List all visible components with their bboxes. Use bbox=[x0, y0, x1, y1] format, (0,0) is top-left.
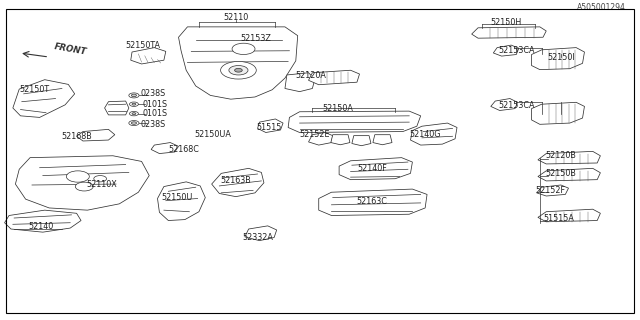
Text: 52140F: 52140F bbox=[357, 164, 387, 173]
Text: 52152E: 52152E bbox=[300, 130, 330, 139]
Polygon shape bbox=[77, 129, 115, 141]
Text: A505001294: A505001294 bbox=[577, 3, 626, 12]
Text: 52150B: 52150B bbox=[545, 169, 576, 178]
Circle shape bbox=[129, 93, 139, 98]
Circle shape bbox=[235, 68, 243, 72]
Circle shape bbox=[131, 122, 136, 124]
Polygon shape bbox=[538, 151, 600, 164]
Text: 52163B: 52163B bbox=[221, 176, 252, 185]
Text: 52140: 52140 bbox=[28, 222, 54, 231]
Text: 52110X: 52110X bbox=[86, 180, 118, 188]
Text: 52168C: 52168C bbox=[168, 145, 199, 154]
Text: 52150T: 52150T bbox=[19, 85, 49, 94]
Polygon shape bbox=[131, 48, 166, 64]
Circle shape bbox=[129, 121, 139, 125]
Polygon shape bbox=[212, 168, 264, 196]
Text: 52120B: 52120B bbox=[545, 151, 576, 160]
Text: 0101S: 0101S bbox=[143, 109, 168, 118]
Polygon shape bbox=[373, 135, 392, 145]
Text: 51515: 51515 bbox=[257, 123, 282, 132]
Text: 52150U: 52150U bbox=[161, 193, 192, 202]
Polygon shape bbox=[151, 142, 179, 154]
Polygon shape bbox=[537, 185, 568, 196]
Polygon shape bbox=[493, 45, 519, 56]
Circle shape bbox=[129, 102, 138, 107]
Circle shape bbox=[221, 61, 256, 79]
Text: 0101S: 0101S bbox=[143, 100, 168, 109]
Circle shape bbox=[132, 113, 136, 115]
Text: 52120A: 52120A bbox=[295, 71, 326, 80]
Text: 52168B: 52168B bbox=[61, 132, 92, 141]
Text: 52150TA: 52150TA bbox=[125, 41, 161, 50]
Text: 52140G: 52140G bbox=[410, 130, 441, 139]
Circle shape bbox=[229, 66, 248, 75]
Polygon shape bbox=[4, 210, 81, 232]
Polygon shape bbox=[245, 226, 276, 241]
Text: 52153CA: 52153CA bbox=[498, 101, 534, 110]
Polygon shape bbox=[352, 136, 371, 146]
Text: 52153Z: 52153Z bbox=[241, 34, 272, 43]
Polygon shape bbox=[339, 158, 412, 180]
Polygon shape bbox=[491, 99, 518, 110]
Text: 52110: 52110 bbox=[223, 13, 248, 22]
Polygon shape bbox=[285, 73, 315, 92]
Polygon shape bbox=[13, 80, 75, 117]
Polygon shape bbox=[410, 123, 457, 145]
Text: 52332A: 52332A bbox=[242, 233, 273, 242]
Polygon shape bbox=[308, 70, 360, 85]
Polygon shape bbox=[288, 111, 420, 132]
Polygon shape bbox=[532, 48, 584, 70]
Polygon shape bbox=[15, 156, 149, 210]
Text: 52150H: 52150H bbox=[490, 18, 522, 27]
Polygon shape bbox=[179, 27, 298, 99]
Polygon shape bbox=[257, 119, 283, 132]
Polygon shape bbox=[308, 132, 333, 145]
Text: 0238S: 0238S bbox=[140, 89, 166, 98]
Text: 52150UA: 52150UA bbox=[195, 130, 232, 139]
Polygon shape bbox=[538, 209, 600, 222]
Polygon shape bbox=[472, 27, 546, 38]
Polygon shape bbox=[538, 168, 600, 181]
Circle shape bbox=[67, 171, 90, 182]
Circle shape bbox=[232, 43, 255, 54]
Polygon shape bbox=[157, 182, 205, 220]
Text: 52150I: 52150I bbox=[547, 52, 575, 61]
Text: 52152F: 52152F bbox=[536, 186, 566, 195]
Polygon shape bbox=[532, 102, 584, 124]
Text: FRONT: FRONT bbox=[54, 43, 88, 57]
Circle shape bbox=[131, 94, 136, 97]
Polygon shape bbox=[331, 135, 350, 145]
Polygon shape bbox=[319, 189, 427, 215]
Text: 51515A: 51515A bbox=[543, 214, 574, 223]
Text: 52163C: 52163C bbox=[357, 197, 388, 206]
Text: 0238S: 0238S bbox=[140, 120, 166, 129]
Text: 52153CA: 52153CA bbox=[498, 46, 534, 55]
Circle shape bbox=[132, 103, 136, 105]
Text: 52150A: 52150A bbox=[323, 104, 353, 113]
Polygon shape bbox=[104, 101, 129, 115]
Circle shape bbox=[94, 176, 106, 182]
Circle shape bbox=[129, 111, 138, 116]
Circle shape bbox=[76, 182, 93, 191]
